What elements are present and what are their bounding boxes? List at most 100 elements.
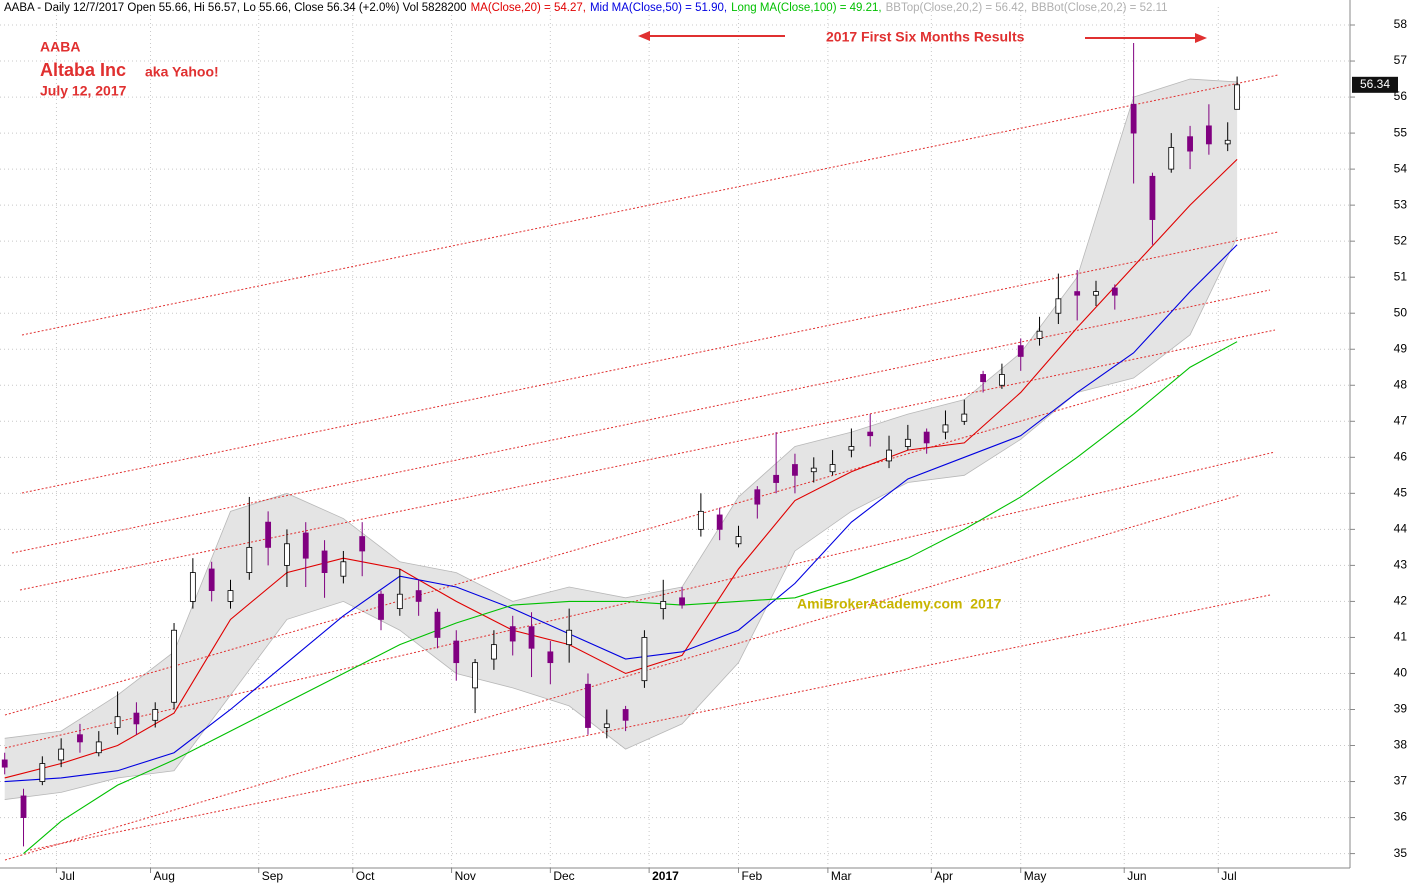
candle-body [980, 374, 987, 383]
y-tick-label: 45 [1394, 486, 1408, 500]
candle-body [961, 413, 968, 422]
candle-body [1205, 125, 1212, 145]
candle-body [1149, 175, 1156, 220]
arrowhead [638, 31, 650, 41]
banner: 2017 First Six Months Results [826, 29, 1025, 45]
candle-body [321, 550, 328, 573]
candle-body [528, 626, 535, 649]
y-tick-label: 41 [1394, 630, 1408, 644]
candle-body [1187, 136, 1193, 152]
moving-average [4, 244, 1238, 783]
candle-body [302, 532, 309, 559]
header-part: MA(Close,20) = 54.27, [471, 2, 586, 14]
channel-line [4, 451, 1276, 749]
candle-body [491, 644, 497, 660]
x-tick-label: Aug [154, 869, 175, 883]
candle-body [171, 629, 177, 703]
candle-body [810, 467, 817, 473]
band-fill [4, 79, 1238, 800]
channel-line [19, 329, 1276, 591]
watermark: AmiBrokerAcademy.com 2017 [797, 596, 1002, 612]
moving-average [23, 341, 1238, 855]
moving-average [4, 158, 1238, 779]
candle-body [1055, 298, 1062, 314]
y-tick-label: 48 [1394, 377, 1408, 391]
candle-body [415, 590, 422, 602]
candle-body [566, 629, 573, 646]
candle-body [754, 489, 761, 505]
y-tick-label: 54 [1394, 161, 1408, 175]
candle-body [208, 568, 215, 592]
y-tick-label: 38 [1394, 738, 1408, 752]
x-tick-label: Nov [455, 869, 476, 883]
x-tick-label: 2017 [652, 869, 679, 883]
x-tick-label: May [1024, 869, 1047, 883]
y-tick-label: 40 [1394, 666, 1408, 680]
aka: aka Yahoo! [145, 64, 219, 80]
y-tick-label: 42 [1394, 594, 1408, 608]
candle-body [716, 514, 723, 530]
candle-body [359, 536, 366, 552]
candle-body [133, 712, 140, 725]
channel-line [21, 231, 1279, 494]
candle-body [1111, 287, 1118, 296]
candle-body [95, 741, 102, 754]
y-tick-label: 57 [1394, 53, 1408, 67]
candle-body [1093, 291, 1099, 296]
y-tick-label: 36 [1394, 810, 1408, 824]
x-tick-label: Dec [553, 869, 574, 883]
candle-body [114, 716, 121, 728]
y-tick-label: 35 [1394, 846, 1408, 860]
channel-line [21, 74, 1279, 336]
x-tick-label: Jul [1221, 869, 1236, 883]
candle-body [923, 431, 930, 444]
candle-body [58, 748, 65, 761]
y-tick-label: 44 [1394, 522, 1408, 536]
candle-body [848, 446, 855, 451]
candle-body [509, 626, 516, 642]
candle-body [679, 597, 685, 606]
header-part: AABA - Daily 12/7/2017 Open 55.66, Hi 56… [4, 2, 467, 14]
candle-body [472, 662, 478, 689]
channel-line [4, 494, 1241, 861]
candle-body [39, 763, 46, 782]
candle-body [1168, 147, 1175, 170]
y-tick-label: 46 [1394, 449, 1408, 463]
candle-body [999, 374, 1005, 386]
candle-body [1074, 291, 1081, 296]
candle-body [152, 709, 159, 721]
candle-body [942, 424, 949, 433]
y-tick-label: 37 [1394, 774, 1408, 788]
banner-arrows [638, 31, 1207, 43]
header: AABA - Daily 12/7/2017 Open 55.66, Hi 56… [4, 2, 1168, 14]
candle-body [603, 723, 610, 728]
candle-body [773, 474, 780, 483]
candle-body [641, 637, 648, 682]
candle-body [735, 536, 742, 545]
candle-body [246, 546, 253, 573]
y-tick-label: 53 [1394, 197, 1408, 211]
last-price-box [1352, 76, 1398, 93]
x-tick-label: Apr [934, 869, 953, 883]
channel-lines [4, 74, 1279, 861]
y-tick-label: 39 [1394, 702, 1408, 716]
x-tick-label: Feb [742, 869, 763, 883]
candle-body [792, 464, 798, 476]
candle-body [1, 759, 8, 768]
candle-body [1130, 103, 1137, 134]
x-tick-label: Oct [356, 869, 375, 883]
candle-body [20, 795, 27, 818]
x-tick-label: Jun [1127, 869, 1146, 883]
candles [1, 43, 1241, 847]
date: July 12, 2017 [40, 83, 127, 99]
candle-body [585, 683, 591, 728]
company: Altaba Inc [40, 60, 126, 80]
band-edge [4, 237, 1238, 800]
y-tick-label: 50 [1394, 305, 1408, 319]
candle-body [340, 561, 347, 577]
candle-body [829, 464, 836, 473]
channel-line [29, 594, 1271, 851]
candle-body [1234, 84, 1241, 110]
candle-body [434, 611, 441, 638]
candle-body [622, 709, 629, 721]
